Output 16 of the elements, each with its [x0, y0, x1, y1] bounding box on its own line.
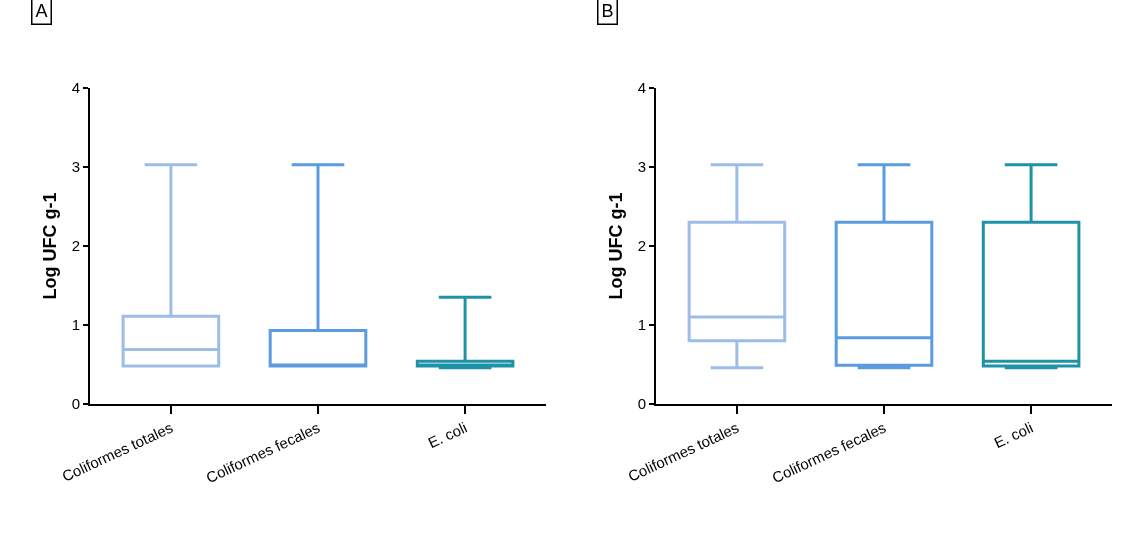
chart-title: B [601, 0, 614, 21]
x-tick-label: E. coli [991, 418, 1036, 452]
y-tick-label: 1 [637, 316, 646, 334]
x-tick-label: E. coli [425, 418, 470, 452]
y-axis-title: Log UFC g-1 [606, 192, 627, 300]
chart-title: A [35, 0, 48, 21]
y-tick-label: 3 [71, 158, 80, 176]
y-tick-label: 3 [637, 158, 646, 176]
y-tick-label: 1 [71, 316, 80, 334]
y-tick-label: 2 [71, 237, 80, 255]
y-axis-title: Log UFC g-1 [40, 192, 61, 300]
y-tick-label: 0 [637, 395, 646, 413]
y-tick-label: 0 [71, 395, 80, 413]
y-tick-label: 4 [637, 79, 646, 97]
y-tick-label: 2 [637, 237, 646, 255]
y-tick-label: 4 [71, 79, 80, 97]
